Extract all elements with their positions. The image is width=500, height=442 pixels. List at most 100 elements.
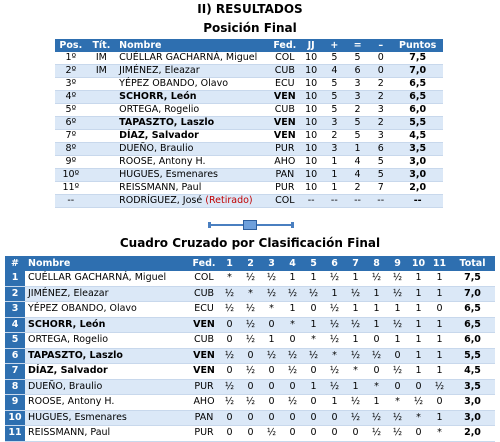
player-name: JIMÉNEZ, Eleazar bbox=[25, 286, 189, 302]
cross-result-cell: ½ bbox=[282, 286, 303, 302]
cross-result-cell: ½ bbox=[366, 410, 387, 426]
final-cell-pos: 4º bbox=[55, 90, 87, 104]
cross-total: 6,5 bbox=[450, 301, 495, 318]
cross-result-cell: ½ bbox=[282, 348, 303, 364]
player-name: JIMÉNEZ, Eleazar bbox=[119, 65, 200, 76]
cross-result-cell: 0 bbox=[261, 410, 282, 426]
cross-result-cell: 1 bbox=[261, 332, 282, 349]
final-cell-tit bbox=[86, 90, 117, 104]
final-cell-d: 4 bbox=[345, 155, 370, 169]
cross-total: 3,0 bbox=[450, 410, 495, 426]
final-cell-pts: -- bbox=[392, 194, 443, 208]
table-row: -- RODRÍGUEZ, José (Retirado) COL -- -- -- -- -… bbox=[55, 194, 443, 208]
final-cell-fed: COL bbox=[270, 194, 300, 208]
final-cell-name: ROOSE, Antony H. bbox=[116, 155, 271, 169]
final-cell-jj: 10 bbox=[299, 129, 323, 143]
cross-result-cell: ½ bbox=[240, 394, 261, 411]
final-cell-jj: 10 bbox=[299, 103, 323, 117]
cross-result-cell: * bbox=[282, 317, 303, 333]
player-name: CUÉLLAR GACHARNÁ, Miguel bbox=[25, 271, 189, 287]
final-cell-jj: 10 bbox=[299, 90, 323, 104]
final-cell-pos: 10º bbox=[55, 168, 87, 182]
cross-result-cell: 0 bbox=[303, 425, 324, 442]
player-name: ROOSE, Antony H. bbox=[25, 394, 189, 411]
final-cell-fed: CUB bbox=[270, 64, 300, 78]
table-row: 10º HUGUES, Esmenares PAN 10 1 4 5 3,0 bbox=[55, 168, 443, 182]
cross-header-cell: 2 bbox=[240, 256, 261, 271]
final-cell-d: 5 bbox=[345, 52, 370, 65]
cross-result-cell: ½ bbox=[324, 379, 345, 395]
cross-result-cell: 0 bbox=[282, 425, 303, 442]
final-header-cell: Tít. bbox=[86, 39, 117, 52]
cross-total: 2,0 bbox=[450, 425, 495, 442]
horizontal-slider[interactable] bbox=[206, 220, 296, 230]
final-cell-tit bbox=[86, 129, 117, 143]
cross-total: 4,5 bbox=[450, 363, 495, 380]
cross-result-cell: * bbox=[345, 363, 366, 380]
final-cell-tit bbox=[86, 194, 117, 208]
final-cell-d: 6 bbox=[345, 64, 370, 78]
final-cell-l: 7 bbox=[369, 181, 393, 195]
final-cell-l: 5 bbox=[369, 155, 393, 169]
cross-result-cell: * bbox=[240, 286, 261, 302]
cross-result-cell: 0 bbox=[240, 379, 261, 395]
final-cell-pos: 3º bbox=[55, 77, 87, 91]
table-row: 1º IM CUÉLLAR GACHARNÁ, Miguel COL 10 5 5 0 7,5 bbox=[55, 52, 443, 65]
cross-result-cell: * bbox=[324, 348, 345, 364]
cross-total: 7,5 bbox=[450, 271, 495, 287]
final-cell-l: 3 bbox=[369, 103, 393, 117]
final-cell-name: DUEÑO, Braulio bbox=[116, 142, 271, 156]
cross-rank: 4 bbox=[5, 317, 25, 333]
final-cell-fed: COL bbox=[270, 52, 300, 65]
cross-result-cell: 0 bbox=[366, 332, 387, 349]
final-cell-w: -- bbox=[322, 194, 346, 208]
cross-header-cell: 9 bbox=[387, 256, 408, 271]
cross-result-cell: 1 bbox=[429, 271, 450, 287]
final-header-cell: JJ bbox=[299, 39, 323, 52]
withdrawn-note: (Retirado) bbox=[205, 195, 253, 206]
cross-result-cell: 1 bbox=[408, 332, 429, 349]
cross-result-cell: 0 bbox=[429, 301, 450, 318]
final-cell-l: 6 bbox=[369, 142, 393, 156]
cross-header-cell: 4 bbox=[282, 256, 303, 271]
table-row: 2º IM JIMÉNEZ, Eleazar CUB 10 4 6 0 7,0 bbox=[55, 64, 443, 78]
final-cell-d: 2 bbox=[345, 181, 370, 195]
final-cell-w: 2 bbox=[322, 129, 346, 143]
slider-handle[interactable] bbox=[243, 220, 257, 230]
final-cell-pts: 2,0 bbox=[392, 181, 443, 195]
cross-header-cell: 3 bbox=[261, 256, 282, 271]
table-row: 6 TAPASZTO, Laszlo VEN ½ 0 ½ ½ ½ * ½ ½ 0 1 1 5,5 bbox=[5, 348, 495, 364]
cross-result-cell: 1 bbox=[408, 301, 429, 318]
cross-result-cell: ½ bbox=[345, 410, 366, 426]
final-cell-pts: 6,5 bbox=[392, 77, 443, 91]
final-cell-fed: VEN bbox=[270, 90, 300, 104]
player-name: CUÉLLAR GACHARNÁ, Miguel bbox=[119, 52, 258, 63]
final-cell-jj: 10 bbox=[299, 181, 323, 195]
cross-result-cell: ½ bbox=[261, 286, 282, 302]
cross-total: 7,0 bbox=[450, 286, 495, 302]
final-cell-l: 2 bbox=[369, 77, 393, 91]
cross-result-cell: 1 bbox=[366, 394, 387, 411]
final-cell-w: 5 bbox=[322, 77, 346, 91]
cross-result-cell: ½ bbox=[429, 379, 450, 395]
player-name: DÍAZ, Salvador bbox=[119, 130, 199, 141]
final-header-cell: + bbox=[322, 39, 346, 52]
final-header-cell: – bbox=[369, 39, 393, 52]
cross-result-cell: 1 bbox=[366, 286, 387, 302]
final-cell-d: 1 bbox=[345, 142, 370, 156]
cross-result-cell: 1 bbox=[282, 271, 303, 287]
player-name: RODRÍGUEZ, José bbox=[119, 195, 203, 206]
final-cell-jj: 10 bbox=[299, 155, 323, 169]
final-cell-d: 3 bbox=[345, 77, 370, 91]
final-cell-l: 0 bbox=[369, 64, 393, 78]
cross-result-cell: ½ bbox=[387, 425, 408, 442]
cross-rank: 5 bbox=[5, 332, 25, 349]
cross-result-cell: 1 bbox=[429, 332, 450, 349]
final-cell-w: 3 bbox=[322, 142, 346, 156]
final-cell-tit bbox=[86, 168, 117, 182]
final-cell-pos: 7º bbox=[55, 129, 87, 143]
final-cell-pos: 1º bbox=[55, 52, 87, 65]
cross-result-cell: ½ bbox=[324, 332, 345, 349]
cross-result-cell: 0 bbox=[219, 332, 240, 349]
cross-result-cell: 0 bbox=[240, 348, 261, 364]
